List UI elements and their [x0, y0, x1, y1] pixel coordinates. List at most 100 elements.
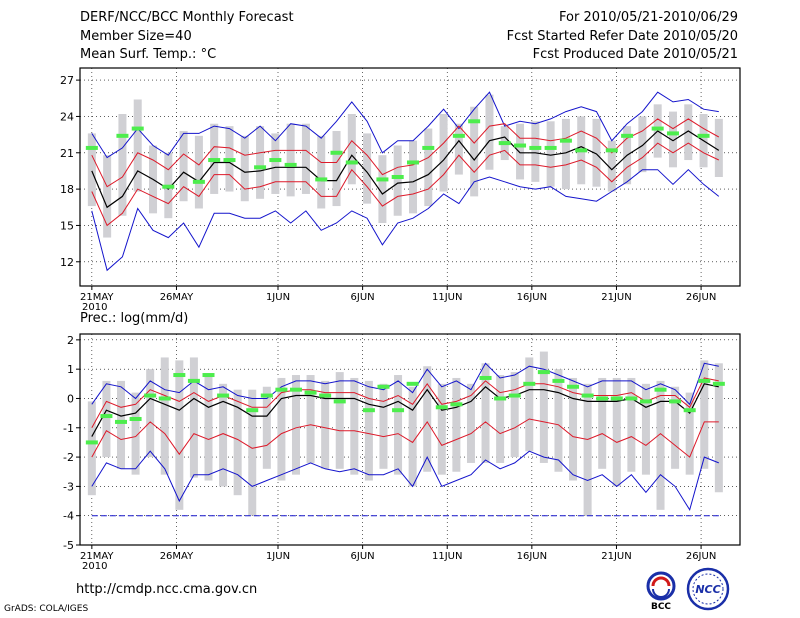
spread-bar: [452, 377, 461, 472]
spread-bar: [554, 369, 563, 472]
spread-bar: [607, 140, 616, 192]
spread-bar: [248, 389, 257, 516]
spread-bar: [103, 155, 112, 238]
x-tick-label: 1JUN: [266, 292, 290, 303]
spread-bar: [516, 123, 525, 180]
spread-bar: [87, 133, 96, 207]
observed-marker: [202, 373, 215, 378]
inner-upper-line: [91, 377, 719, 429]
spread-bar: [408, 140, 417, 214]
observed-marker: [158, 396, 171, 401]
observed-marker: [621, 133, 634, 138]
x-tick-label: 21JUN: [601, 292, 631, 303]
y-tick-label: -4: [63, 510, 74, 523]
observed-marker: [567, 384, 580, 389]
y-tick-label: 1: [67, 363, 74, 376]
panel-frame: [79, 67, 741, 287]
spread-bar: [118, 114, 127, 216]
observed-marker: [246, 408, 259, 413]
observed-marker: [254, 165, 267, 170]
inner-lower-line: [91, 142, 720, 227]
spread-bar: [291, 375, 300, 475]
observed-marker: [275, 387, 288, 392]
observed-marker: [362, 408, 375, 413]
forecast-period: For 2010/05/21-2010/06/29: [559, 10, 738, 25]
observed-marker: [100, 414, 113, 419]
observed-marker: [581, 393, 594, 398]
spread-bar: [286, 123, 295, 197]
x-tick-label: 1JUN: [266, 551, 290, 562]
observed-marker: [514, 143, 527, 148]
spread-bar: [627, 377, 636, 472]
observed-marker: [544, 145, 557, 150]
observed-marker: [596, 396, 609, 401]
y-tick-label: 24: [60, 110, 74, 123]
spread-bar: [598, 377, 607, 469]
ncc-logo: NCC: [686, 567, 730, 611]
year-label: 2010: [82, 302, 107, 313]
spread-bar: [685, 392, 694, 475]
observed-marker: [162, 184, 175, 189]
spread-bar: [583, 383, 592, 516]
spread-bar: [671, 386, 680, 469]
outer-lower-line: [91, 169, 720, 272]
x-tick-label: 26JUN: [686, 292, 716, 303]
x-tick-label: 11JUN: [432, 292, 462, 303]
observed-marker: [654, 387, 667, 392]
spread-bar: [240, 135, 249, 202]
x-tick-label: 21MAY: [80, 551, 114, 562]
panel-frame: [79, 333, 741, 546]
outer-upper-line: [91, 91, 719, 159]
spread-bar: [204, 375, 213, 481]
member-size-label: Member Size=40: [80, 29, 192, 44]
forecast-produced-date: Fcst Produced Date 2010/05/21: [532, 47, 738, 62]
footer-url[interactable]: http://cmdp.ncc.cma.gov.cn: [76, 582, 258, 597]
outer-lower-line: [91, 450, 719, 512]
observed-marker: [333, 399, 346, 404]
spread-bar: [189, 357, 198, 478]
y-tick-label: 18: [60, 183, 74, 196]
y-tick-label: 27: [60, 74, 74, 87]
spread-bar: [408, 386, 417, 487]
observed-marker: [129, 416, 142, 421]
observed-marker: [187, 378, 200, 383]
spread-bar: [179, 130, 188, 202]
spread-bar: [350, 377, 359, 475]
y-tick-label: 0: [67, 392, 74, 405]
variable-label: Mean Surf. Temp.: °C: [80, 47, 217, 62]
spread-bar: [485, 94, 494, 170]
observed-marker: [529, 145, 542, 150]
spread-bar: [332, 130, 341, 207]
observed-marker: [330, 150, 343, 155]
observed-marker: [468, 119, 481, 124]
observed-marker: [479, 375, 492, 380]
observed-marker: [85, 145, 98, 150]
observed-marker: [452, 133, 465, 138]
x-tick-label: 11JUN: [432, 551, 462, 562]
year-label: 2010: [82, 561, 107, 572]
observed-marker: [289, 387, 302, 392]
observed-marker: [217, 393, 230, 398]
spread-bar: [714, 363, 723, 493]
x-tick-label: 6JUN: [351, 292, 375, 303]
observed-marker: [712, 381, 725, 386]
y-tick-label: -2: [63, 451, 74, 464]
observed-marker: [345, 160, 358, 165]
x-tick-label: 6JUN: [351, 551, 375, 562]
spread-bar: [569, 377, 578, 481]
spread-bar: [454, 123, 463, 175]
observed-marker: [450, 402, 463, 407]
observed-marker: [192, 179, 205, 184]
observed-marker: [669, 399, 682, 404]
observed-marker: [315, 177, 328, 182]
spread-bar: [423, 366, 432, 472]
spread-bar: [531, 121, 540, 182]
observed-marker: [537, 370, 550, 375]
spread-bar: [306, 375, 315, 463]
bcc-logo-text: BCC: [651, 602, 671, 610]
spread-bar: [317, 135, 326, 209]
observed-marker: [144, 393, 157, 398]
observed-marker: [698, 378, 711, 383]
spread-bar: [638, 116, 647, 173]
spread-bar: [146, 369, 155, 458]
